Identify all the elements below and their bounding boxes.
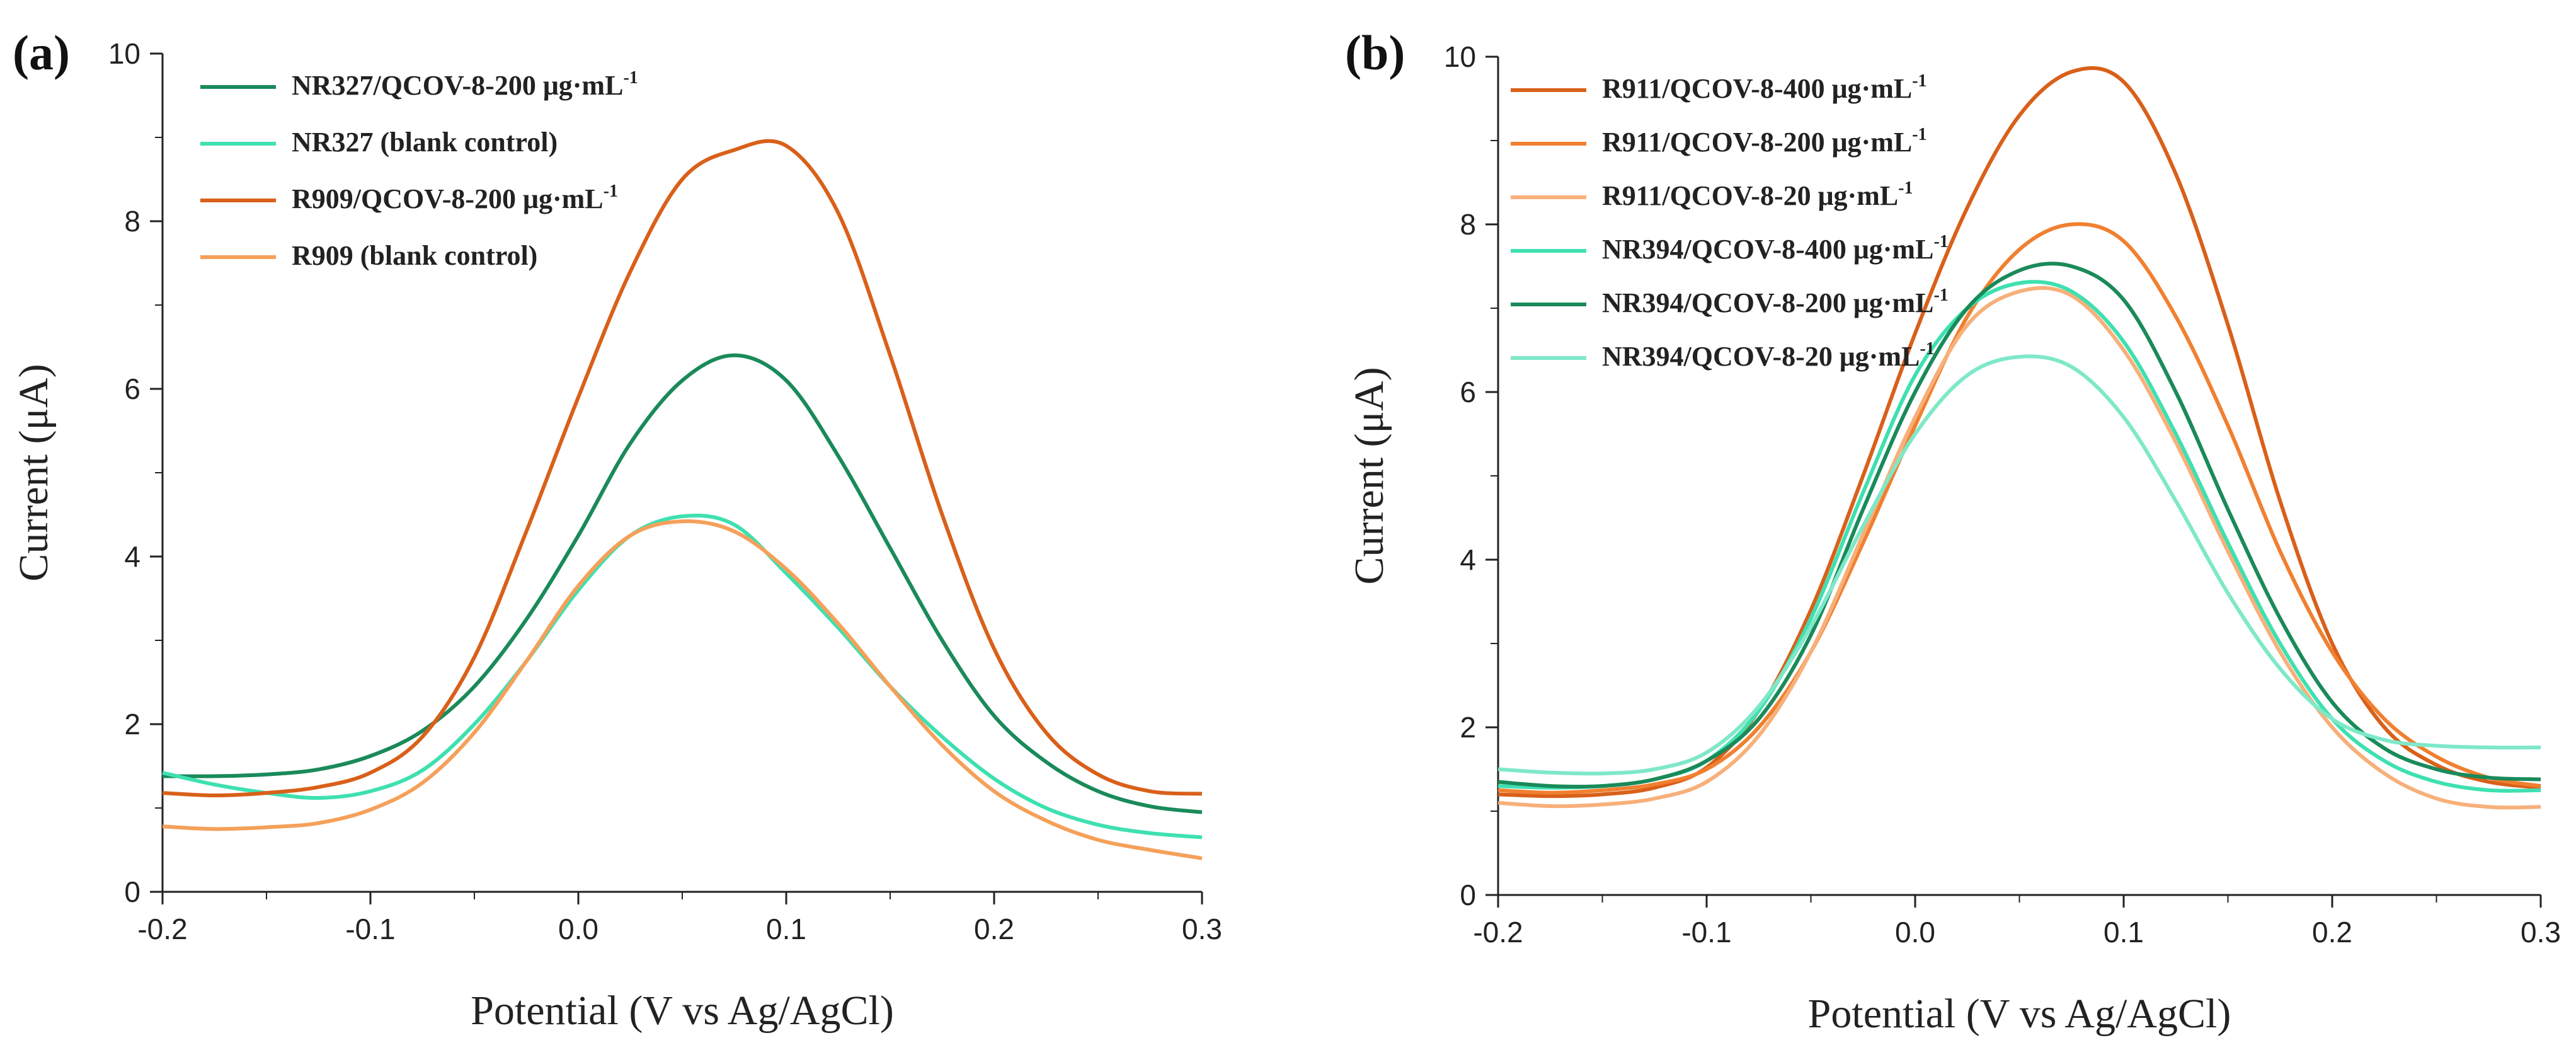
y-tick-label: 4 [124,540,140,573]
y-axis-title: Current (μA) [1346,367,1392,584]
series-line-4 [1497,262,2541,789]
legend-label-1: R911/QCOV-8-200 μg·mL-1 [1602,125,1927,158]
x-tick-label: -0.2 [137,913,187,945]
y-tick-label: 2 [124,708,140,741]
y-tick-label: 0 [1460,879,1476,911]
x-tick-label: 0.2 [974,913,1014,945]
y-tick-label: 8 [1460,208,1476,241]
x-tick-label: -0.1 [1681,916,1731,949]
series-line-0 [1497,66,2541,799]
x-tick-label: 0.0 [558,913,598,945]
series-line-1 [162,513,1203,840]
x-tick-label: 0.1 [766,913,806,945]
chart-panel-0: -0.2 -0.1 0.0 0.1 0.2 0.3 0 2 4 6 8 10 Potential (V … [11,25,1222,1034]
y-tick-label: 6 [1460,376,1476,408]
legend-label-2: R909/QCOV-8-200 μg·mL-1 [292,182,618,214]
y-tick-label: 4 [1460,543,1476,576]
legend-label-2: R911/QCOV-8-20 μg·mL-1 [1602,178,1913,211]
x-tick-label: 0.2 [2312,916,2352,949]
y-tick-label: 2 [1460,711,1476,744]
series-line-2 [1497,286,2541,810]
x-tick-label: 0.3 [1182,913,1222,945]
legend-label-0: NR327/QCOV-8-200 μg·mL-1 [292,68,638,101]
legend-label-3: R909 (blank control) [292,240,537,271]
x-tick-label: 0.1 [2104,916,2144,949]
series-line-2 [162,139,1203,797]
series-line-3 [162,519,1203,860]
x-axis-title: Potential (V vs Ag/AgCl) [471,988,894,1034]
x-tick-label: 0.0 [1895,916,1935,949]
y-tick-label: 8 [124,205,140,238]
x-tick-label: -0.1 [345,913,395,945]
x-axis-title: Potential (V vs Ag/AgCl) [1808,991,2231,1037]
chart-panel-1: -0.2 -0.1 0.0 0.1 0.2 0.3 0 2 4 6 8 10 Potential (V … [1345,25,2561,1037]
y-tick-label: 10 [108,37,140,70]
y-tick-label: 10 [1444,40,1476,73]
x-tick-label: 0.3 [2521,916,2561,949]
y-tick-label: 0 [124,875,140,908]
x-tick-label: -0.2 [1473,916,1523,949]
y-tick-label: 6 [124,372,140,405]
panel-label: (a) [13,25,70,80]
series-line-0 [162,353,1203,814]
legend-label-5: NR394/QCOV-8-20 μg·mL-1 [1602,339,1935,372]
panel-label: (b) [1345,25,1405,80]
legend-label-3: NR394/QCOV-8-400 μg·mL-1 [1602,232,1949,265]
legend-label-1: NR327 (blank control) [292,127,558,158]
legend-label-0: R911/QCOV-8-400 μg·mL-1 [1602,71,1927,104]
series-line-1 [1497,222,2541,795]
y-axis-title: Current (μA) [11,364,57,581]
legend-label-4: NR394/QCOV-8-200 μg·mL-1 [1602,286,1949,318]
series-line-5 [1497,354,2541,776]
